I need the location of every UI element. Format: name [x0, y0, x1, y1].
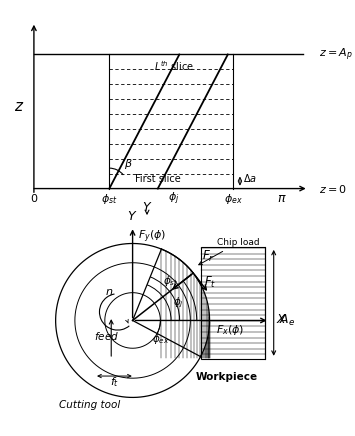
Text: $F_y(\phi)$: $F_y(\phi)$ [138, 228, 166, 245]
Text: $L^{th}$ slice: $L^{th}$ slice [154, 59, 194, 73]
Text: $\phi_j$: $\phi_j$ [173, 296, 184, 310]
Text: $\pi$: $\pi$ [277, 192, 286, 204]
Text: $\phi_{st}$: $\phi_{st}$ [101, 192, 118, 206]
Text: $F_r$: $F_r$ [202, 249, 214, 264]
Text: Workpiece: Workpiece [196, 372, 258, 382]
Text: $z = A_p$: $z = A_p$ [320, 46, 353, 63]
Text: 0: 0 [31, 194, 37, 204]
Text: $X$: $X$ [276, 313, 287, 326]
Text: $F_t$: $F_t$ [204, 275, 216, 290]
Text: $\phi_j$: $\phi_j$ [168, 191, 180, 208]
Text: $A_e$: $A_e$ [279, 313, 295, 328]
Text: $\phi_{ex}$: $\phi_{ex}$ [152, 332, 170, 346]
Text: $feed$: $feed$ [94, 330, 119, 342]
Text: $\phi_{ex}$: $\phi_{ex}$ [224, 192, 242, 206]
Text: First slice: First slice [135, 174, 181, 184]
Text: $\beta$: $\beta$ [124, 157, 133, 171]
Text: $f_t$: $f_t$ [110, 376, 119, 389]
FancyBboxPatch shape [201, 247, 265, 359]
Text: $z = 0$: $z = 0$ [320, 183, 347, 194]
Text: $F_x(\phi)$: $F_x(\phi)$ [216, 323, 244, 337]
Text: $\Delta a$: $\Delta a$ [243, 172, 257, 184]
Text: $n$: $n$ [105, 287, 113, 297]
Text: $z$: $z$ [14, 99, 24, 114]
Text: Cutting tool: Cutting tool [59, 400, 120, 410]
Text: $Y$: $Y$ [127, 210, 138, 223]
Text: $Y$: $Y$ [142, 201, 152, 215]
Text: $\phi_{st}$: $\phi_{st}$ [163, 274, 178, 288]
Text: Chip load: Chip load [199, 238, 260, 265]
